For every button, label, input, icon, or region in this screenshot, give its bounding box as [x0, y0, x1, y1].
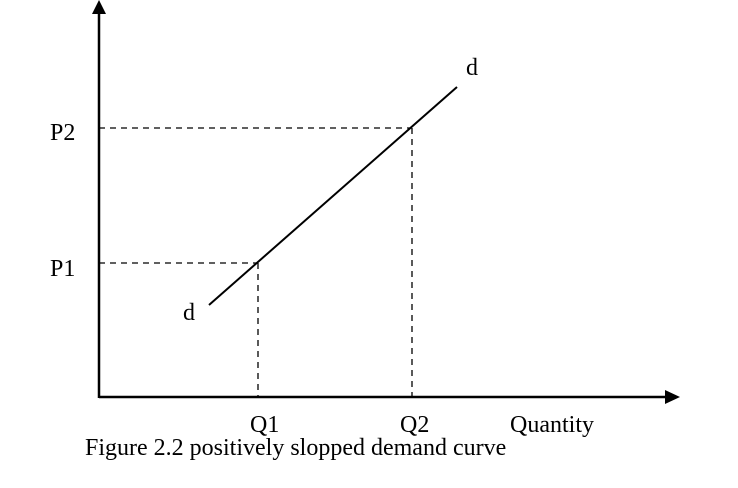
curve-bottom-label: d: [183, 300, 195, 326]
p1-label: P1: [50, 256, 75, 282]
q1-label: Q1: [250, 412, 279, 438]
x-axis-label: Quantity: [510, 412, 594, 438]
curve-top-label: d: [466, 55, 478, 81]
figure-caption: Figure 2.2 positively slopped demand cur…: [85, 435, 506, 461]
y-axis-arrowhead: [92, 0, 106, 14]
x-axis-arrowhead: [665, 390, 680, 404]
q2-label: Q2: [400, 412, 429, 438]
demand-curve: [208, 86, 458, 306]
p2-label: P2: [50, 120, 75, 146]
